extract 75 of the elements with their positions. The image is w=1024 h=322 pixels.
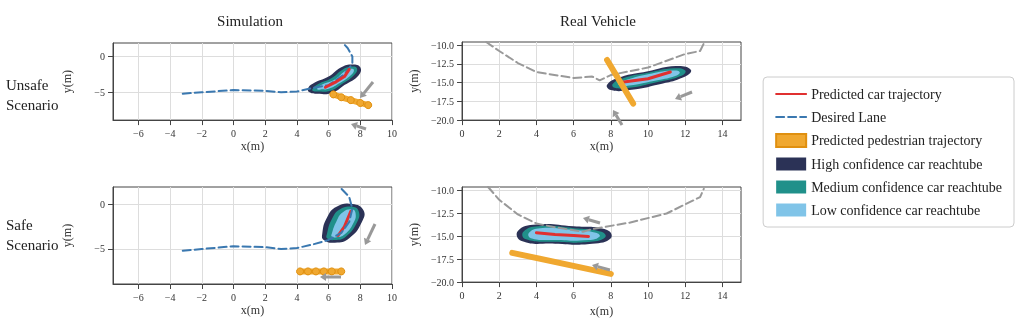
- x-tick-label: 0: [459, 127, 465, 139]
- legend-label: Predicted pedestrian trajectory: [811, 133, 983, 148]
- x-tick-label: −2: [196, 291, 208, 303]
- x-tick-label: 2: [262, 291, 268, 303]
- x-axis-title: x(m): [240, 303, 265, 317]
- y-tick-label: −12.5: [430, 208, 455, 220]
- x-tick-label: 8: [357, 291, 363, 303]
- x-tick-label: 8: [608, 127, 614, 139]
- x-tick-label: 10: [387, 127, 397, 139]
- y-axis-title: y(m): [407, 69, 421, 93]
- y-tick-label: −10.0: [430, 185, 455, 197]
- x-tick-label: 10: [387, 291, 397, 303]
- x-tick-label: 14: [717, 289, 728, 301]
- point: [346, 96, 355, 105]
- y-tick-label: −20.0: [430, 276, 455, 288]
- y-tick-label: −15.0: [430, 77, 455, 89]
- x-tick-label: 12: [680, 127, 691, 139]
- x-axis-title: x(m): [589, 304, 614, 318]
- text: Unsafe Scenario: [6, 77, 59, 113]
- point: [364, 101, 373, 110]
- y-axis-title: y(m): [60, 69, 74, 94]
- x-tick-label: 14: [717, 127, 728, 139]
- point: [337, 93, 346, 102]
- x-tick-label: −2: [196, 127, 208, 139]
- x-tick-label: 0: [230, 127, 236, 139]
- line-series: [181, 186, 354, 252]
- x-tick-label: 4: [294, 291, 300, 303]
- legend-label: Predicted car trajectory: [811, 86, 942, 102]
- x-tick-label: 0: [230, 291, 236, 303]
- y-tick-label: −5: [94, 243, 105, 255]
- text: Safe Scenario: [6, 217, 59, 253]
- x-axis-title: x(m): [240, 139, 265, 154]
- point: [356, 98, 365, 107]
- chart-title: Simulation: [217, 12, 284, 29]
- legend-label: High confidence car reachtube: [811, 156, 983, 172]
- x-tick-label: 4: [533, 289, 539, 301]
- chart-title: Real Vehicle: [560, 12, 637, 29]
- x-tick-label: 6: [326, 291, 332, 303]
- y-tick-label: 0: [100, 198, 105, 210]
- x-tick-label: 2: [496, 289, 502, 301]
- y-tick-label: −17.5: [430, 95, 455, 107]
- line-series: [181, 42, 354, 95]
- y-tick-label: −15.0: [430, 230, 455, 242]
- x-tick-label: 12: [680, 289, 691, 301]
- y-tick-label: −10.0: [430, 39, 455, 51]
- x-tick-label: 4: [294, 127, 300, 139]
- y-axis-title: y(m): [60, 223, 74, 248]
- line-series: [485, 41, 705, 82]
- x-tick-label: 10: [643, 127, 654, 139]
- y-tick-label: −17.5: [430, 253, 455, 265]
- x-tick-label: 2: [496, 127, 502, 139]
- x-tick-label: −6: [133, 127, 144, 139]
- x-tick-label: 6: [571, 127, 577, 139]
- x-tick-label: 8: [357, 127, 363, 139]
- y-tick-label: −20.0: [430, 114, 455, 126]
- x-tick-label: −6: [133, 291, 144, 303]
- x-tick-label: 6: [326, 127, 332, 139]
- y-axis-title: y(m): [407, 222, 421, 247]
- x-tick-label: −4: [164, 127, 176, 139]
- x-tick-label: 0: [459, 289, 465, 301]
- y-tick-label: −12.5: [430, 58, 455, 70]
- y-tick-label: −5: [94, 86, 105, 98]
- x-tick-label: 6: [571, 289, 577, 301]
- y-tick-label: 0: [100, 51, 105, 63]
- x-tick-label: 2: [262, 127, 268, 139]
- legend-label: Desired Lane: [811, 109, 887, 125]
- x-tick-label: 4: [533, 127, 539, 139]
- x-tick-label: 8: [608, 289, 614, 301]
- line-series: [487, 186, 705, 233]
- legend-label: Low confidence car reachtube: [811, 202, 981, 218]
- x-axis-title: x(m): [589, 139, 614, 154]
- point: [329, 90, 338, 99]
- x-tick-label: −4: [164, 291, 176, 303]
- x-tick-label: 10: [643, 289, 654, 301]
- legend-label: Medium confidence car reachtube: [811, 179, 1003, 195]
